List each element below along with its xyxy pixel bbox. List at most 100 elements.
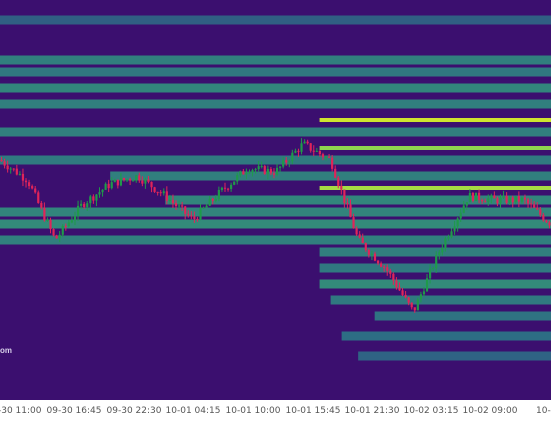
candle-body: [496, 198, 499, 204]
liquidity-level-12: [0, 207, 551, 217]
candle-body: [128, 179, 132, 181]
candle-body: [196, 218, 199, 220]
candle-body: [517, 196, 520, 202]
liquidity-level-9: [110, 171, 551, 181]
liquidity-level-20: [341, 331, 551, 341]
candle-body: [242, 171, 245, 175]
candle-body: [282, 160, 285, 167]
candle-body: [260, 166, 263, 168]
candle-body: [275, 167, 279, 175]
candle-body: [352, 217, 355, 229]
candle-body: [119, 177, 123, 186]
candle-body: [465, 202, 468, 206]
candle-body: [211, 198, 214, 201]
candle-body: [306, 141, 309, 144]
candle-body: [122, 177, 126, 181]
candle-body: [101, 189, 104, 193]
liquidity-level-4: [0, 99, 551, 109]
x-tick-label: 10-01 21:30: [345, 406, 400, 416]
candle-body: [358, 234, 361, 238]
candle-body: [435, 255, 438, 269]
candle-body: [156, 191, 159, 193]
candle-body: [474, 192, 478, 201]
candle-body: [37, 192, 40, 203]
candle-body: [67, 222, 70, 227]
candle-body: [141, 180, 144, 184]
candle-body: [456, 218, 459, 227]
candle-body: [15, 168, 18, 175]
candle-body: [181, 205, 184, 207]
candle-body: [113, 179, 116, 183]
candle-body: [168, 200, 171, 202]
liquidity-level-21: [358, 351, 551, 361]
candle-body: [508, 197, 511, 203]
liquidity-level-17: [319, 279, 551, 289]
x-tick-label: 09-30 16:45: [47, 406, 102, 416]
candle-body: [208, 198, 211, 206]
liquidity-level-10: [319, 186, 551, 190]
candle-body: [548, 222, 551, 226]
candle-body: [184, 206, 187, 214]
candle-body: [40, 202, 43, 208]
candle-body: [226, 188, 230, 190]
candle-body: [153, 187, 156, 192]
candle-body: [536, 207, 539, 210]
candle-body: [334, 168, 337, 178]
candle-body: [487, 198, 490, 203]
candle-body: [220, 187, 224, 190]
candle-body: [83, 203, 86, 208]
candle-body: [346, 202, 349, 205]
candle-body: [327, 156, 331, 158]
x-tick-label: 10-02 1: [536, 406, 551, 416]
candlestick-series: [0, 138, 551, 313]
x-tick-label: 10-02 03:15: [404, 406, 459, 416]
watermark: om: [0, 346, 12, 355]
candle-body: [58, 234, 61, 239]
candle-body: [177, 205, 181, 207]
liquidity-level-7: [319, 146, 551, 150]
candle-body: [441, 248, 444, 253]
liquidity-level-11: [165, 195, 551, 205]
candle-body: [199, 207, 202, 220]
candle-body: [18, 173, 21, 175]
x-axis: 09-30 11:00 09-30 16:45 09-30 22:30 10-01 0…: [0, 406, 551, 416]
candle-body: [251, 170, 254, 173]
candle-body: [523, 197, 527, 200]
candle-body: [64, 225, 67, 227]
candle-body: [514, 196, 517, 203]
candle-body: [135, 175, 138, 181]
candle-body: [493, 195, 496, 199]
candle-body: [214, 199, 217, 201]
candle-body: [217, 189, 220, 200]
candle-body: [407, 297, 410, 303]
candle-body: [171, 200, 175, 204]
candle-body: [370, 253, 374, 255]
candle-body: [162, 191, 165, 194]
candle-body: [21, 173, 25, 181]
candle-body: [266, 168, 269, 175]
candle-body: [9, 168, 12, 170]
candle-body: [12, 168, 15, 170]
liquidity-level-18: [330, 295, 551, 305]
candle-body: [505, 195, 508, 203]
candle-body: [484, 201, 487, 203]
candle-body: [364, 243, 367, 251]
candle-body: [144, 179, 147, 184]
candle-body: [125, 179, 129, 181]
candle-body: [76, 205, 80, 217]
candle-body: [539, 209, 542, 215]
candle-body: [223, 187, 227, 189]
candle-body: [337, 177, 340, 186]
candle-body: [254, 169, 257, 171]
candle-body: [401, 290, 404, 295]
candle-body: [490, 195, 493, 199]
liquidity-level-14: [0, 235, 551, 245]
candle-body: [52, 229, 55, 236]
liquidity-level-3: [0, 83, 551, 93]
candle-body: [318, 150, 321, 155]
x-tick-label: 10-01 15:45: [286, 406, 341, 416]
x-tick-label: 09-30 22:30: [107, 406, 162, 416]
candle-body: [324, 156, 328, 158]
candle-body: [132, 180, 135, 182]
